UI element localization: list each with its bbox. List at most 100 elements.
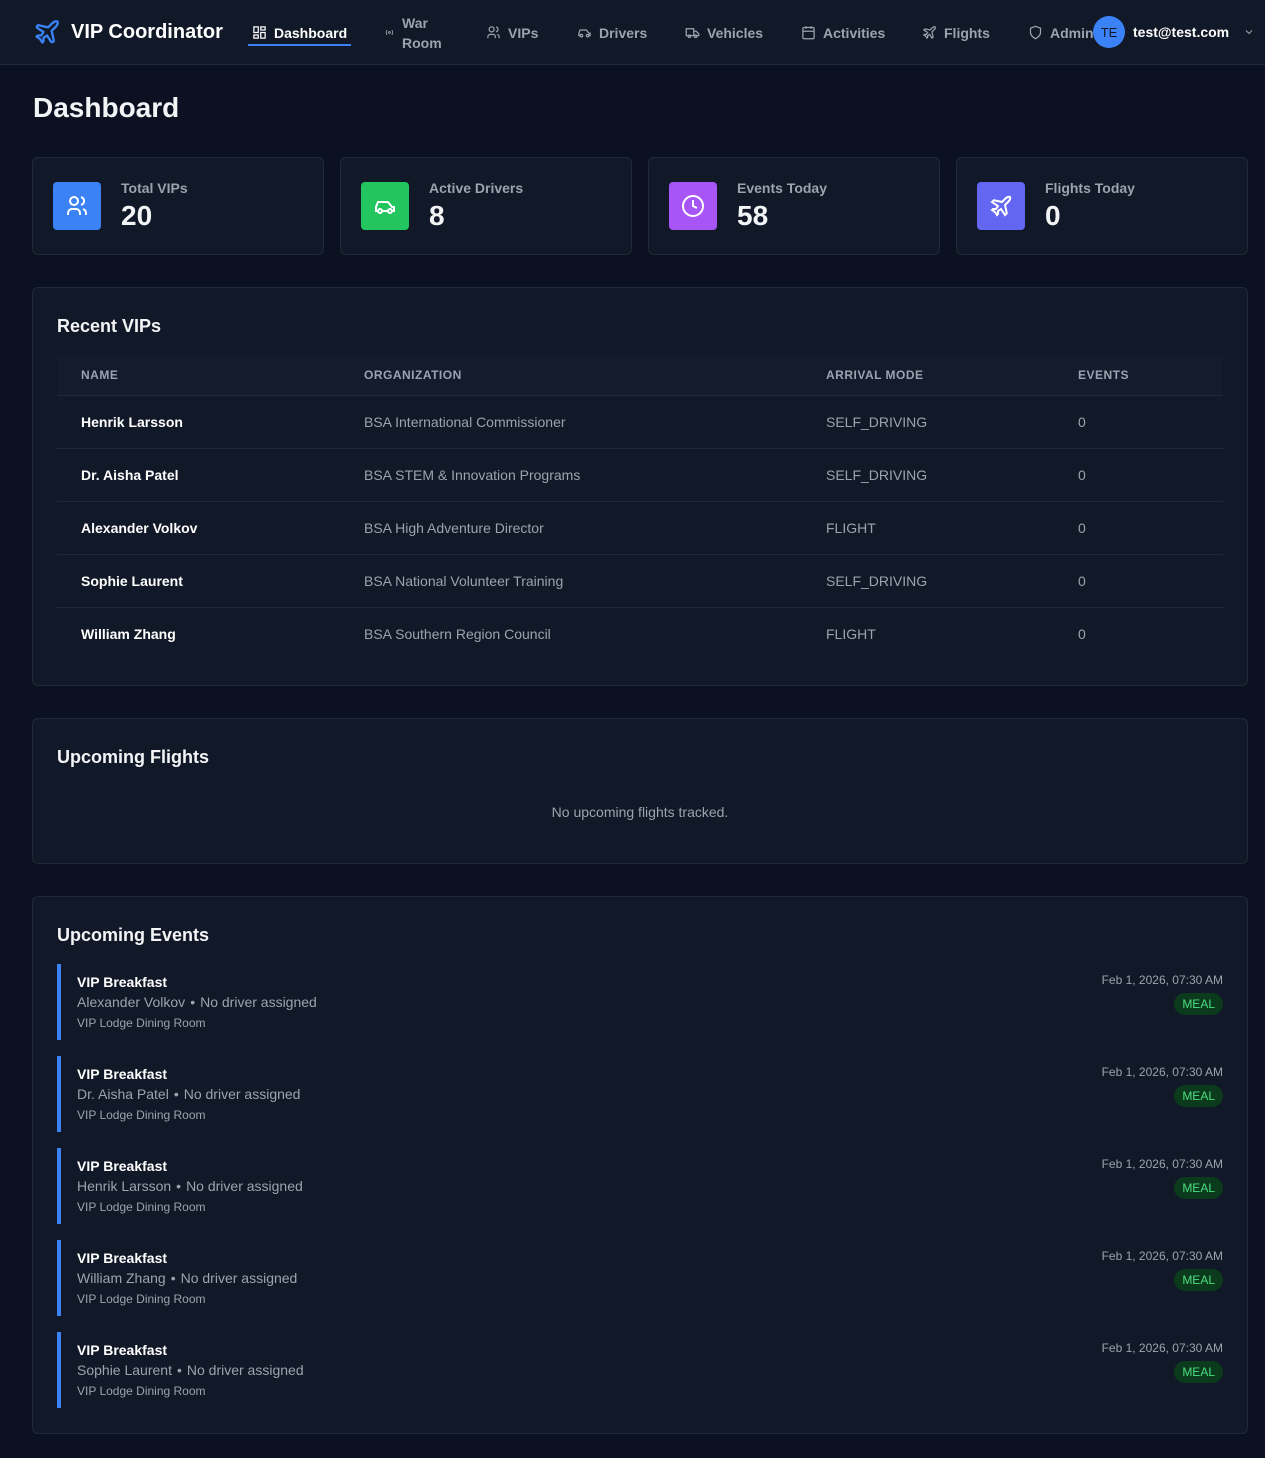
upcoming-events-card: Upcoming Events VIP Breakfast Alexander … [32, 896, 1248, 1434]
event-vip: Alexander Volkov [77, 994, 186, 1010]
stat-value: 20 [121, 200, 153, 231]
stat-card: Flights Today 0 [956, 157, 1248, 255]
nav-label: Dashboard [274, 24, 348, 41]
plane-logo-icon [35, 20, 59, 44]
top-nav: VIP Coordinator Dashboard War Room VIPs … [0, 0, 1265, 65]
user-email: test@test.com [1133, 24, 1230, 40]
nav-label: Admin [1050, 24, 1094, 41]
vip-events: 0 [1054, 394, 1223, 448]
car-icon [578, 29, 591, 38]
vip-name: Alexander Volkov [57, 500, 340, 554]
column-header: ORGANIZATION [340, 355, 802, 395]
vip-name: Sophie Laurent [57, 553, 340, 607]
separator: • [173, 1086, 179, 1102]
recent-vips-card: Recent VIPs NAME ORGANIZATION ARRIVAL MO… [32, 287, 1248, 686]
recent-vips-table: NAME ORGANIZATION ARRIVAL MODE EVENTS He… [57, 355, 1223, 660]
vip-organization: BSA International Commissioner [340, 394, 802, 448]
table-row[interactable]: Dr. Aisha Patel BSA STEM & Innovation Pr… [57, 447, 1223, 501]
nav-war-room[interactable]: War Room [380, 0, 450, 65]
section-title: Upcoming Events [57, 925, 210, 945]
nav-vips[interactable]: VIPs [482, 0, 542, 65]
event-title: VIP Breakfast [77, 1250, 168, 1266]
users-icon [487, 26, 500, 39]
table-row[interactable]: Sophie Laurent BSA National Volunteer Tr… [57, 553, 1223, 607]
event-item[interactable]: VIP Breakfast Dr. Aisha Patel • No driver … [57, 1056, 1223, 1132]
vip-arrival-mode: SELF_DRIVING [802, 394, 1054, 448]
vip-arrival-mode: SELF_DRIVING [802, 447, 1054, 501]
stat-label: Events Today [737, 180, 827, 196]
event-item[interactable]: VIP Breakfast Henrik Larsson • No driver a… [57, 1148, 1223, 1224]
vip-organization: BSA Southern Region Council [340, 606, 802, 660]
event-type-badge: MEAL [1174, 1361, 1223, 1383]
table-row[interactable]: Alexander Volkov BSA High Adventure Dire… [57, 500, 1223, 554]
stat-icon-box [669, 182, 717, 230]
event-date: Feb 1, 2026, 07:30 AM [1101, 1157, 1223, 1171]
event-item[interactable]: VIP Breakfast William Zhang • No driver as… [57, 1240, 1223, 1316]
nav-drivers[interactable]: Drivers [573, 0, 651, 65]
event-location: VIP Lodge Dining Room [77, 1108, 206, 1122]
event-location: VIP Lodge Dining Room [77, 1384, 206, 1398]
section-title: Recent VIPs [57, 316, 162, 336]
stat-label: Active Drivers [429, 180, 524, 196]
event-driver: No driver assigned [183, 1086, 301, 1102]
event-item[interactable]: VIP Breakfast Alexander Volkov • No driver… [57, 964, 1223, 1040]
event-date: Feb 1, 2026, 07:30 AM [1101, 1065, 1223, 1079]
nav-admin[interactable]: Admin [1024, 0, 1098, 65]
column-header: ARRIVAL MODE [802, 355, 1054, 395]
event-vip: William Zhang [77, 1270, 166, 1286]
event-location: VIP Lodge Dining Room [77, 1292, 206, 1306]
vip-organization: BSA High Adventure Director [340, 500, 802, 554]
clock-icon [682, 195, 704, 217]
users-icon [67, 196, 88, 215]
stat-icon-box [53, 182, 101, 230]
event-location: VIP Lodge Dining Room [77, 1200, 206, 1214]
vip-organization: BSA STEM & Innovation Programs [340, 447, 802, 501]
brand-name: VIP Coordinator [71, 20, 223, 43]
calendar-icon [802, 26, 815, 40]
user-menu[interactable]: TE test@test.com [1093, 16, 1255, 48]
event-driver: No driver assigned [200, 994, 317, 1010]
separator: • [170, 1270, 176, 1286]
vip-name: William Zhang [57, 606, 340, 660]
table-row[interactable]: Henrik Larsson BSA International Commiss… [57, 394, 1223, 448]
vip-events: 0 [1054, 606, 1223, 660]
empty-state: No upcoming flights tracked. [551, 804, 729, 820]
dashboard-icon [253, 26, 266, 39]
nav-flights[interactable]: Flights [918, 0, 994, 65]
car-icon [375, 201, 395, 214]
event-driver: No driver assigned [186, 1362, 304, 1378]
event-type-badge: MEAL [1174, 1269, 1223, 1291]
separator: • [176, 1362, 182, 1378]
event-type-badge: MEAL [1174, 993, 1223, 1015]
stat-icon-box [977, 182, 1025, 230]
column-header: NAME [57, 355, 340, 395]
nav-vehicles[interactable]: Vehicles [681, 0, 767, 65]
stat-card: Total VIPs 20 [32, 157, 324, 255]
nav-label: Vehicles [707, 24, 764, 41]
separator: • [176, 1178, 182, 1194]
event-location: VIP Lodge Dining Room [77, 1016, 206, 1030]
event-date: Feb 1, 2026, 07:30 AM [1101, 1341, 1223, 1355]
nav-dashboard[interactable]: Dashboard [248, 0, 352, 65]
nav-label: Drivers [599, 24, 648, 41]
section-title: Upcoming Flights [57, 747, 209, 767]
table-row[interactable]: William Zhang BSA Southern Region Counci… [57, 606, 1223, 660]
page-title: Dashboard [33, 92, 180, 123]
separator: • [190, 994, 196, 1010]
event-driver: No driver assigned [180, 1270, 298, 1286]
stat-icon-box [361, 182, 409, 230]
event-type-badge: MEAL [1174, 1085, 1223, 1107]
stat-card: Events Today 58 [648, 157, 940, 255]
vip-arrival-mode: SELF_DRIVING [802, 553, 1054, 607]
event-item[interactable]: VIP Breakfast Sophie Laurent • No driver a… [57, 1332, 1223, 1408]
brand[interactable]: VIP Coordinator [33, 18, 223, 46]
nav-label: War Room [402, 14, 442, 51]
nav-label: Flights [944, 24, 990, 41]
vip-arrival-mode: FLIGHT [802, 500, 1054, 554]
event-vip: Henrik Larsson [77, 1178, 172, 1194]
vip-events: 0 [1054, 447, 1223, 501]
event-title: VIP Breakfast [77, 1066, 168, 1082]
nav-activities[interactable]: Activities [797, 0, 889, 65]
plane-icon [990, 195, 1012, 217]
event-title: VIP Breakfast [77, 1158, 168, 1174]
